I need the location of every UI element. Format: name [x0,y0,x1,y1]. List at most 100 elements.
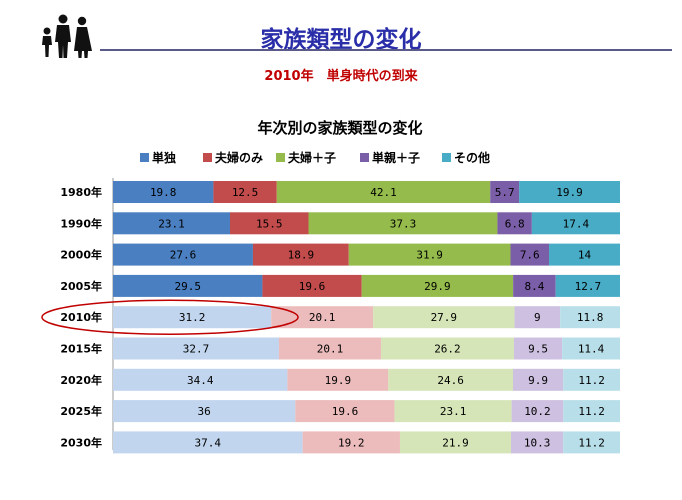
category-label: 2005年 [60,279,102,293]
bar-segment [113,337,279,360]
bar-segment [497,212,532,235]
bar-segment [113,212,230,235]
bar-segment [113,400,296,423]
data-label: 20.1 [317,343,344,356]
data-label: 29.5 [174,280,201,293]
bar-segment [380,337,514,360]
data-label: 42.1 [370,186,397,199]
category-label: 2015年 [60,342,102,356]
data-label: 23.1 [158,217,185,230]
data-label: 27.9 [431,311,458,324]
bar-segment [278,337,381,360]
bar-segment [490,181,520,203]
data-label: 12.7 [575,280,602,293]
data-label: 31.9 [416,249,443,262]
data-label: 17.4 [563,217,590,230]
bar-segment [302,431,400,454]
data-label: 37.3 [390,217,417,230]
category-label: 1990年 [60,216,102,230]
bar-segment [113,243,253,266]
bar-segment [308,212,498,235]
bar-segment [563,431,620,454]
bar-segment [560,306,620,329]
bar-segment [514,306,561,329]
bar-segment [230,212,309,235]
data-label: 19.9 [556,186,583,199]
data-label: 20.1 [309,311,336,324]
bar-segment [549,243,620,266]
bar-segment [252,243,349,266]
data-label: 19.6 [299,280,326,293]
data-label: 21.9 [442,436,469,449]
bar-segment [287,368,389,391]
data-label: 11.4 [578,343,605,356]
bar-segment [513,368,564,391]
data-label: 12.5 [232,186,259,199]
data-label: 19.6 [332,405,359,418]
data-label: 36 [198,405,211,418]
data-label: 9.9 [528,374,548,387]
bar-segment [113,368,288,391]
data-label: 26.2 [434,343,461,356]
data-label: 11.8 [577,311,604,324]
data-label: 37.4 [195,436,222,449]
data-label: 8.4 [524,280,544,293]
legend-label: 単親＋子 [372,150,420,165]
family-silhouette-icon [42,14,92,58]
legend-label: その他 [454,150,490,165]
legend-swatch [360,153,369,162]
chart-title: 年次別の家族類型の変化 [257,119,422,137]
data-label: 31.2 [179,311,206,324]
data-label: 24.6 [437,374,464,387]
bar-segment [361,274,514,297]
legend-swatch [140,153,149,162]
bar-segment [399,431,511,454]
bar-segment [276,181,491,203]
bar-area: 19.8 12.5 42.1 5.7 19.9 23.1 15.5 37.3 6.8 17.4 27… [113,181,620,454]
bar-segment [510,431,564,454]
data-label: 19.2 [338,436,365,449]
legend-label: 単独 [152,150,176,165]
data-label: 34.4 [187,374,214,387]
category-label: 2000年 [60,248,102,262]
category-label: 2025年 [60,404,102,418]
bar-segment [519,181,620,203]
data-label: 19.8 [150,186,177,199]
data-label: 27.6 [170,249,197,262]
bar-segment [531,212,620,235]
data-label: 10.3 [524,436,551,449]
slide-subtitle: 2010年 単身時代の到来 [264,69,418,84]
bar-segment [510,243,550,266]
data-label: 19.9 [325,374,352,387]
data-label: 9.5 [528,343,548,356]
data-label: 32.7 [183,343,210,356]
bar-segment [348,243,511,266]
data-label: 6.8 [505,217,525,230]
bar-segment [563,368,620,391]
bar-segment [513,337,563,360]
legend-swatch [442,153,451,162]
data-label: 11.2 [578,374,605,387]
legend-swatch [203,153,212,162]
data-label: 29.9 [424,280,451,293]
legend-label: 夫婦＋子 [287,150,336,165]
data-label: 9 [534,311,541,324]
bar-segment [213,181,277,203]
bar-segment [262,274,362,297]
category-labels: 1980年 1990年 2000年 2005年 2010年 2015年 2020年 2025年… [60,185,102,449]
category-label: 2020年 [60,373,102,387]
bar-segment [511,400,564,423]
category-label: 2010年 [60,310,102,324]
data-label: 23.1 [440,405,467,418]
data-label: 15.5 [256,217,283,230]
bar-segment [373,306,515,329]
bar-segment [394,400,512,423]
legend-swatch [276,153,285,162]
legend-label: 夫婦のみ [214,150,263,165]
data-label: 11.2 [578,436,605,449]
bar-segment [563,400,620,423]
data-label: 11.2 [578,405,605,418]
bar-segment [388,368,514,391]
slide-title: 家族類型の変化 [260,27,422,53]
